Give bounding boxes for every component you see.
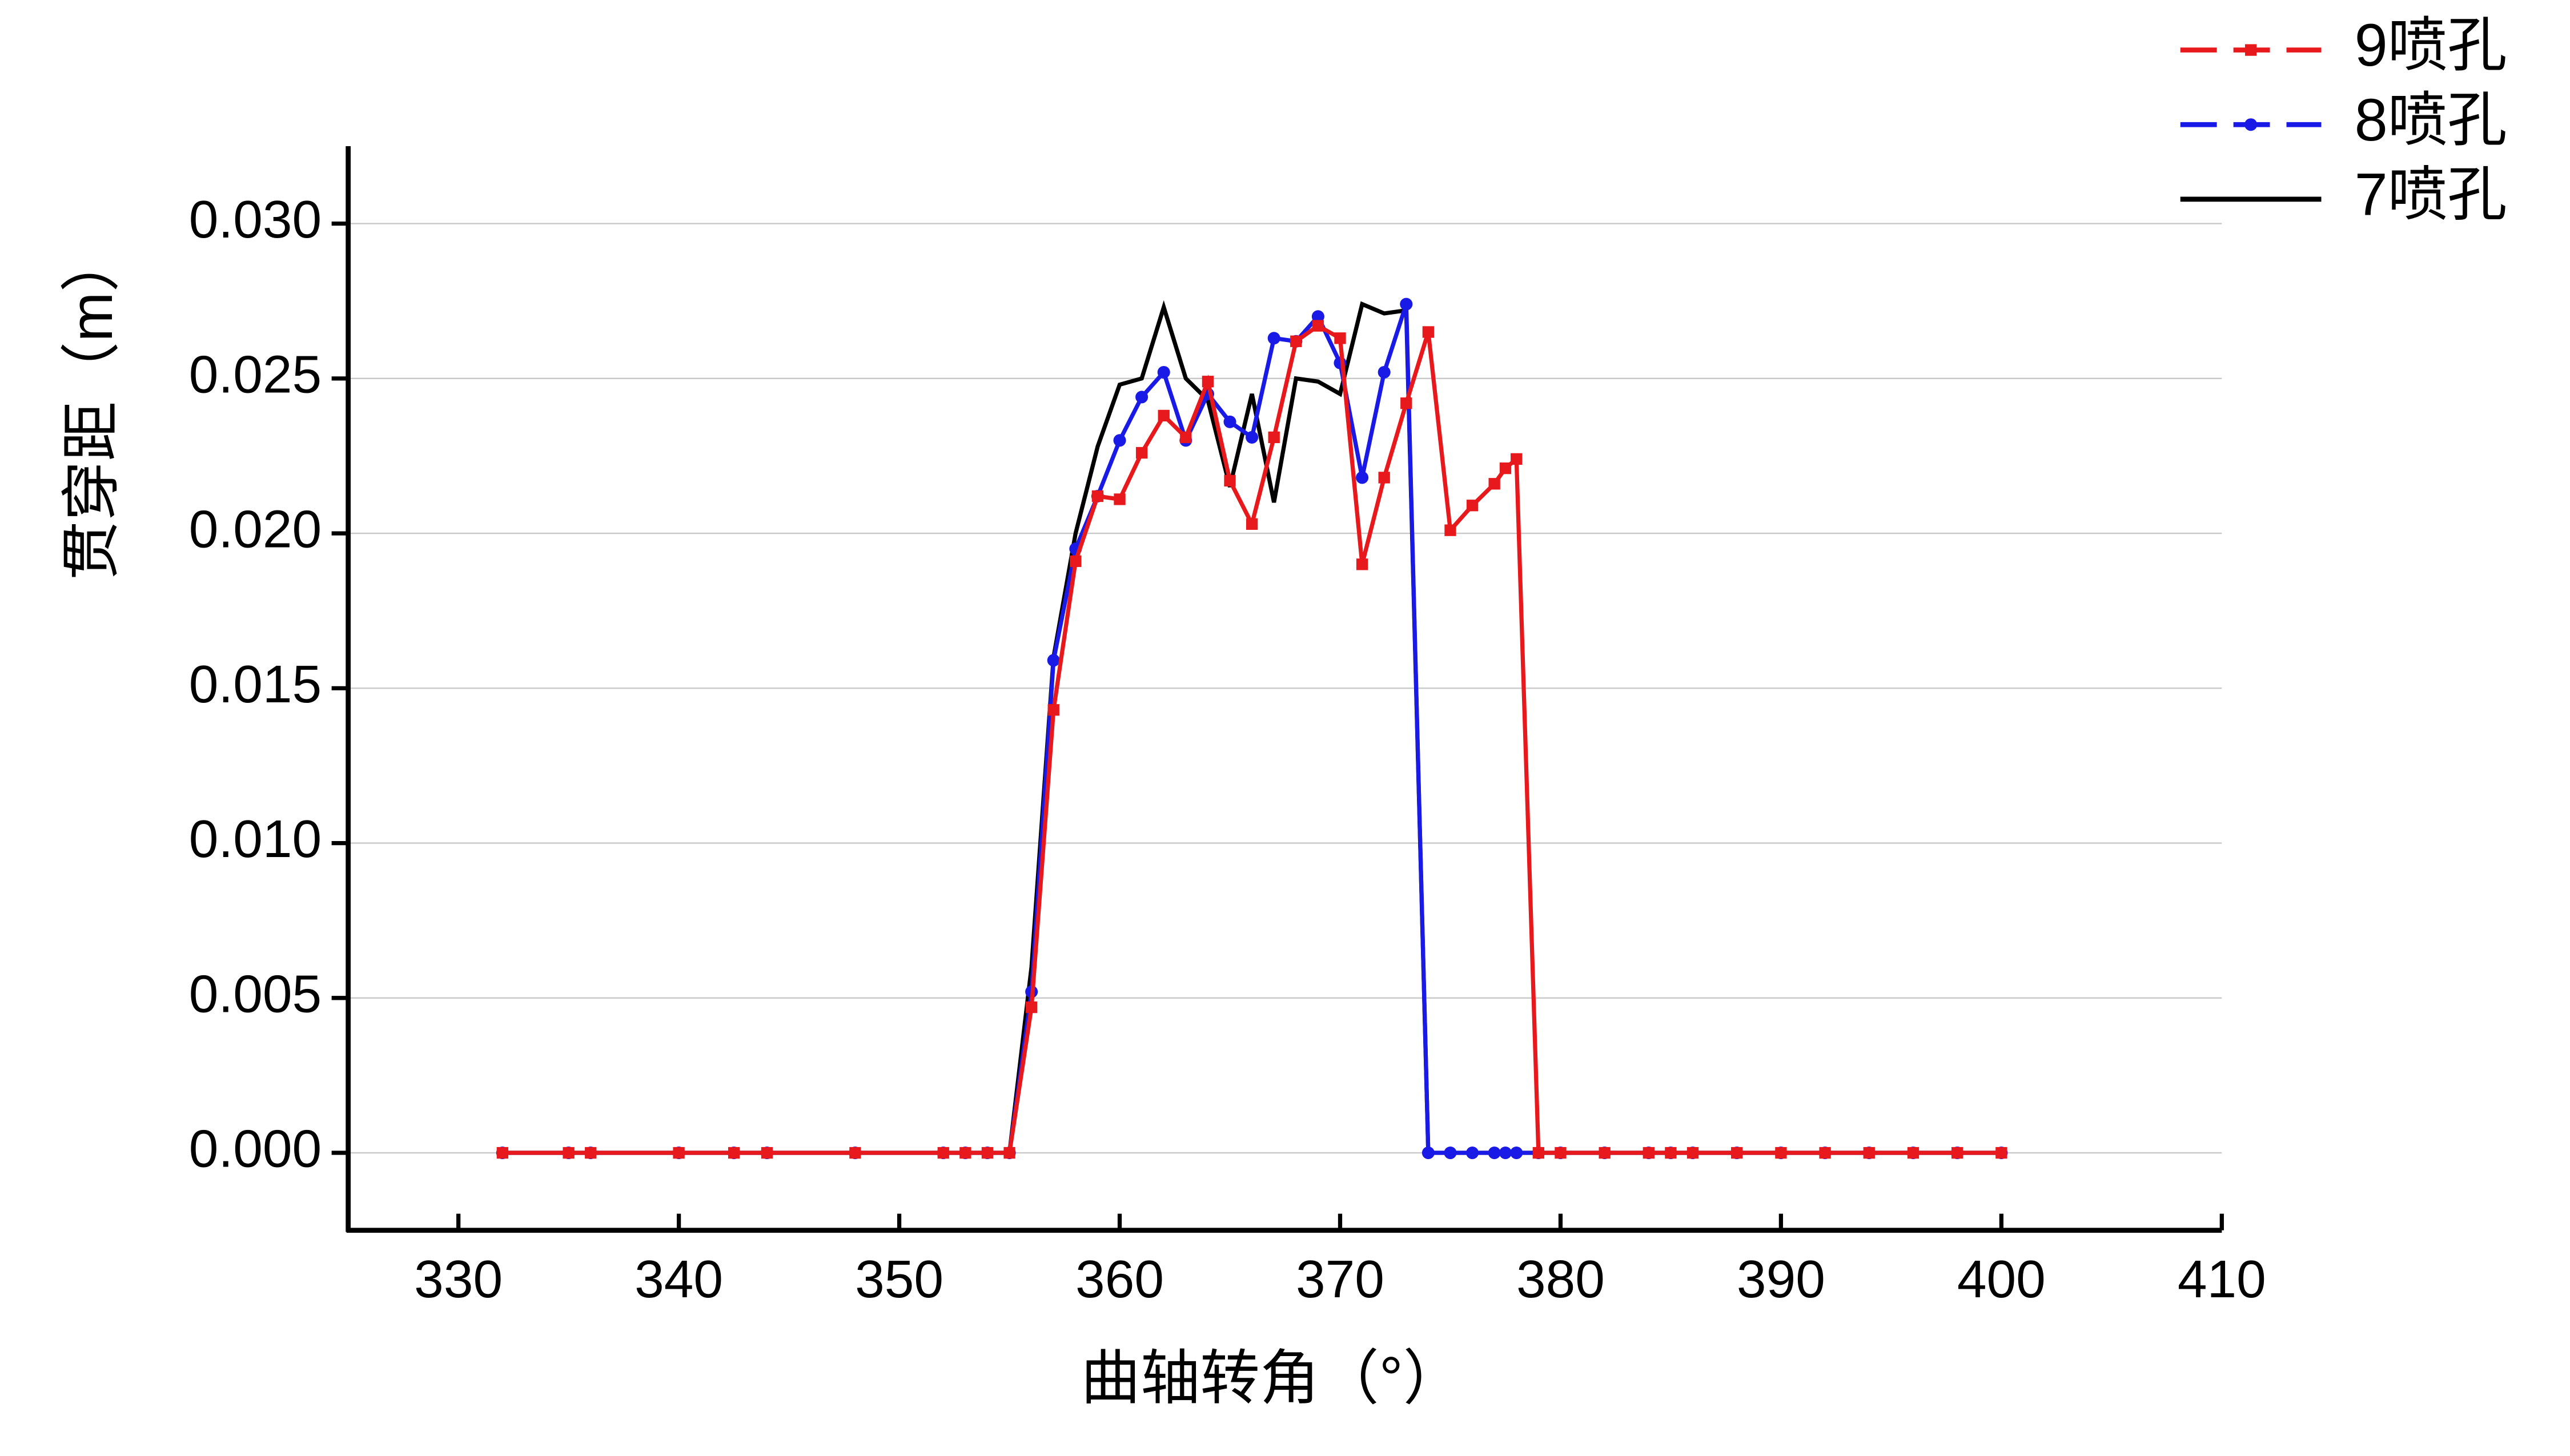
data-point [563,1147,575,1159]
data-point [1114,493,1126,505]
data-point [1510,1147,1523,1160]
data-point [1643,1147,1655,1159]
data-point [1223,415,1236,428]
data-point [1444,1147,1457,1160]
legend-label: 9喷孔 [2355,12,2507,79]
data-point [1070,555,1082,568]
data-point [1555,1147,1567,1159]
data-point [1312,320,1324,332]
data-point [1400,297,1413,311]
data-point [1819,1147,1831,1159]
data-point [1135,391,1149,404]
x-tick-label: 380 [1516,1249,1605,1309]
data-point [728,1147,740,1159]
x-tick-label: 410 [2178,1249,2266,1309]
y-tick-label: 0.020 [189,500,322,559]
data-point [1356,471,1369,484]
y-tick-label: 0.025 [189,344,322,404]
data-point [1025,1001,1038,1013]
data-point [1863,1147,1875,1159]
y-tick-label: 0.005 [189,964,322,1023]
legend-marker [2244,44,2257,56]
data-point [1488,1147,1501,1160]
data-point [1400,397,1412,409]
data-point [1003,1147,1015,1159]
x-tick-label: 370 [1296,1249,1384,1309]
data-point [1091,490,1104,502]
y-tick-label: 0.030 [189,190,322,249]
data-point [1599,1147,1611,1159]
y-axis-title: 贯穿距（m） [58,232,125,581]
data-point [1356,558,1368,570]
data-point [1995,1147,2007,1159]
data-point [1686,1147,1699,1159]
x-axis-title: 曲轴转角（°） [1081,1345,1463,1411]
legend-label: 7喷孔 [2355,161,2507,228]
data-point [1378,472,1390,484]
data-point [1466,500,1479,512]
data-point [1224,474,1236,487]
data-point [1311,310,1324,323]
data-point [1665,1147,1677,1159]
data-point [1246,518,1258,530]
data-point [1775,1147,1787,1159]
data-point [1246,431,1259,444]
data-point [981,1147,994,1159]
x-tick-label: 330 [414,1249,503,1309]
data-point [1202,376,1214,388]
data-point [1951,1147,1963,1159]
data-point [1444,524,1456,536]
x-tick-label: 340 [635,1249,723,1309]
data-point [761,1147,773,1159]
data-point [1511,453,1523,465]
data-point [1290,335,1302,347]
data-point [585,1147,597,1159]
data-point [1907,1147,1920,1159]
data-point [496,1147,509,1159]
data-point [1731,1147,1743,1159]
data-point [1466,1147,1479,1160]
legend-marker [2244,118,2258,131]
data-point [1421,1147,1435,1160]
legend-label: 8喷孔 [2355,87,2507,154]
data-point [673,1147,685,1159]
x-tick-label: 360 [1075,1249,1164,1309]
data-point [1047,704,1059,716]
data-point [1499,462,1512,474]
data-point [1047,654,1060,667]
data-point [1499,1147,1512,1160]
data-point [1158,409,1170,422]
data-point [1135,447,1148,459]
data-point [1268,431,1280,444]
data-point [1157,365,1170,379]
data-point [1334,332,1346,344]
data-point [1532,1147,1545,1159]
y-tick-label: 0.010 [189,809,322,868]
x-tick-label: 350 [855,1249,943,1309]
x-tick-label: 390 [1737,1249,1825,1309]
y-tick-label: 0.000 [189,1119,322,1179]
data-point [1267,332,1280,345]
data-point [849,1147,861,1159]
data-point [1113,434,1126,447]
x-tick-label: 400 [1957,1249,2046,1309]
data-point [1180,431,1192,444]
data-point [1422,326,1435,338]
data-point [1488,478,1500,490]
data-point [959,1147,971,1159]
y-tick-label: 0.015 [189,654,322,714]
data-point [1378,365,1391,379]
series-line [502,323,2002,1155]
data-point [937,1147,949,1159]
